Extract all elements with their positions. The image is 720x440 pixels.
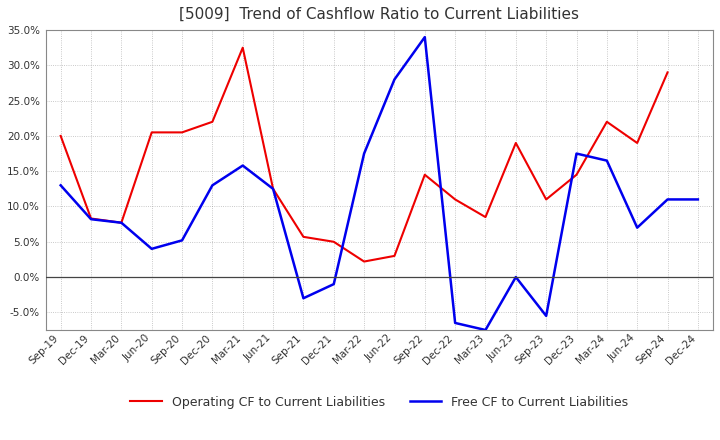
- Legend: Operating CF to Current Liabilities, Free CF to Current Liabilities: Operating CF to Current Liabilities, Fre…: [125, 391, 633, 414]
- Operating CF to Current Liabilities: [663, 70, 672, 75]
- Free CF to Current Liabilities: [663, 197, 672, 202]
- Operating CF to Current Liabilities: [572, 172, 581, 177]
- Free CF to Current Liabilities: [542, 313, 551, 319]
- Operating CF to Current Liabilities: [56, 133, 65, 139]
- Title: [5009]  Trend of Cashflow Ratio to Current Liabilities: [5009] Trend of Cashflow Ratio to Curren…: [179, 7, 580, 22]
- Free CF to Current Liabilities: [511, 275, 520, 280]
- Operating CF to Current Liabilities: [148, 130, 156, 135]
- Free CF to Current Liabilities: [330, 282, 338, 287]
- Operating CF to Current Liabilities: [542, 197, 551, 202]
- Free CF to Current Liabilities: [633, 225, 642, 230]
- Line: Free CF to Current Liabilities: Free CF to Current Liabilities: [60, 37, 698, 330]
- Operating CF to Current Liabilities: [603, 119, 611, 125]
- Free CF to Current Liabilities: [148, 246, 156, 252]
- Operating CF to Current Liabilities: [420, 172, 429, 177]
- Operating CF to Current Liabilities: [481, 214, 490, 220]
- Line: Operating CF to Current Liabilities: Operating CF to Current Liabilities: [60, 48, 667, 261]
- Free CF to Current Liabilities: [360, 151, 369, 156]
- Operating CF to Current Liabilities: [178, 130, 186, 135]
- Operating CF to Current Liabilities: [269, 186, 277, 191]
- Free CF to Current Liabilities: [117, 220, 126, 225]
- Operating CF to Current Liabilities: [330, 239, 338, 245]
- Free CF to Current Liabilities: [56, 183, 65, 188]
- Operating CF to Current Liabilities: [633, 140, 642, 146]
- Free CF to Current Liabilities: [390, 77, 399, 82]
- Operating CF to Current Liabilities: [238, 45, 247, 50]
- Operating CF to Current Liabilities: [360, 259, 369, 264]
- Free CF to Current Liabilities: [481, 327, 490, 333]
- Operating CF to Current Liabilities: [208, 119, 217, 125]
- Free CF to Current Liabilities: [86, 216, 95, 222]
- Free CF to Current Liabilities: [572, 151, 581, 156]
- Operating CF to Current Liabilities: [299, 234, 307, 239]
- Free CF to Current Liabilities: [693, 197, 702, 202]
- Operating CF to Current Liabilities: [451, 197, 459, 202]
- Free CF to Current Liabilities: [420, 34, 429, 40]
- Free CF to Current Liabilities: [299, 296, 307, 301]
- Operating CF to Current Liabilities: [86, 216, 95, 221]
- Operating CF to Current Liabilities: [511, 140, 520, 146]
- Free CF to Current Liabilities: [178, 238, 186, 243]
- Operating CF to Current Liabilities: [117, 220, 126, 225]
- Free CF to Current Liabilities: [603, 158, 611, 163]
- Operating CF to Current Liabilities: [390, 253, 399, 259]
- Free CF to Current Liabilities: [208, 183, 217, 188]
- Free CF to Current Liabilities: [269, 186, 277, 191]
- Free CF to Current Liabilities: [451, 320, 459, 326]
- Free CF to Current Liabilities: [238, 163, 247, 168]
